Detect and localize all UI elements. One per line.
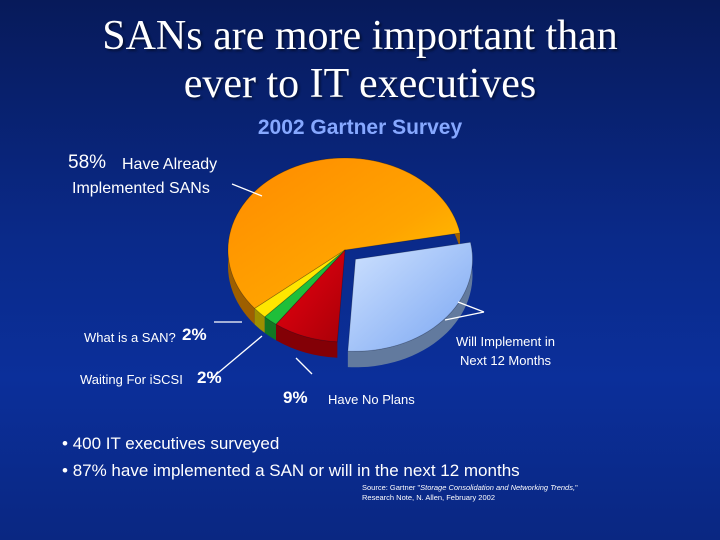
leader-lines xyxy=(211,183,485,379)
slice-what-is-san xyxy=(254,249,346,318)
bullet-item: 87% have implemented a SAN or will in th… xyxy=(62,457,702,484)
leader-line xyxy=(444,311,485,321)
pie-top-layer xyxy=(227,157,473,352)
slice-waiting-iscsi xyxy=(264,249,346,325)
chart-subtitle: 2002 Gartner Survey xyxy=(257,116,463,139)
source-title: Storage Consolidation and Networking Tre… xyxy=(420,483,576,492)
slice-what-is-san-side xyxy=(254,308,265,333)
slice-already xyxy=(227,157,461,309)
source-prefix: Source: Gartner " xyxy=(362,483,421,492)
source-suffix: " xyxy=(575,483,578,492)
slide-title: SANs are more important than ever to IT … xyxy=(20,12,700,108)
label-will-text-1: Will Implement in xyxy=(456,334,555,349)
label-noplans-text: Have No Plans xyxy=(328,392,415,407)
slice-already-side xyxy=(227,157,460,325)
label-already-text-1: Have Already xyxy=(122,156,218,173)
leader-line xyxy=(295,357,313,375)
slice-no-plans-side xyxy=(275,324,338,358)
leader-line xyxy=(457,301,485,313)
bullet-list: 400 IT executives surveyed 87% have impl… xyxy=(62,430,702,484)
source-line-2: Research Note, N. Allen, February 2002 xyxy=(362,493,495,502)
label-iscsi-text: Waiting For iSCSI xyxy=(80,372,183,387)
label-iscsi-pct: 2% xyxy=(197,368,222,387)
leader-line xyxy=(211,335,263,379)
slice-will-implement xyxy=(347,241,473,352)
slice-waiting-iscsi-side xyxy=(264,316,276,341)
pie-depth-layer xyxy=(227,157,473,368)
slice-no-plans xyxy=(275,248,346,343)
label-already-pct: 58% xyxy=(68,152,107,173)
label-already-text-2: Implemented SANs xyxy=(72,180,210,197)
title-line-2: ever to IT executives xyxy=(183,61,537,107)
leader-line xyxy=(231,183,263,197)
label-will-text-2: Next 12 Months xyxy=(460,353,552,368)
label-noplans-pct: 9% xyxy=(283,388,308,407)
source-citation: Source: Gartner "Storage Consolidation a… xyxy=(362,483,702,503)
slice-will-implement-side xyxy=(347,242,473,368)
title-line-1: SANs are more important than xyxy=(102,13,618,59)
label-san-pct: 2% xyxy=(182,325,207,344)
bullet-item: 400 IT executives surveyed xyxy=(62,430,702,457)
label-san-text: What is a SAN? xyxy=(84,330,176,345)
